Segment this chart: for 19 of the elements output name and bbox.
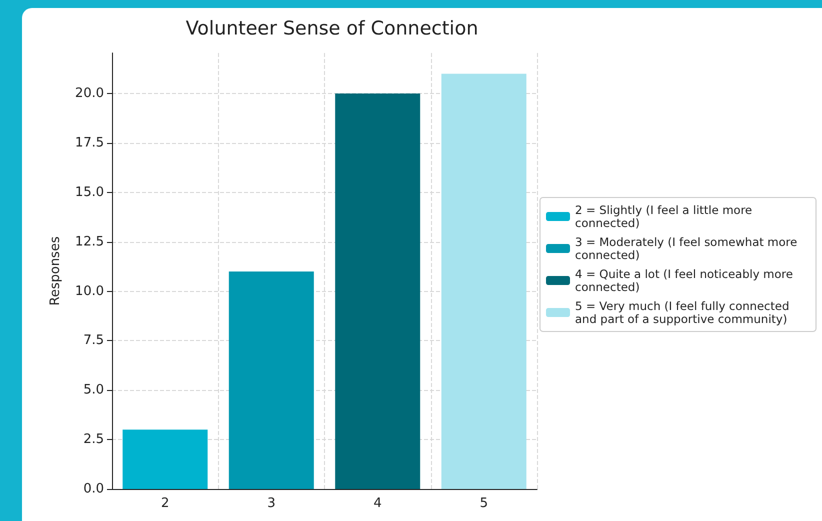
y-tick-label: 0.0 [83,482,104,496]
y-tick-label: 10.0 [75,284,104,299]
legend-label: 3 = Moderately (I feel somewhat more connected) [575,235,801,262]
y-tick-label: 7.5 [83,333,104,348]
x-tick-label: 5 [480,496,488,511]
legend-label: 2 = Slightly (I feel a little more connected) [575,203,756,230]
x-tick-label: 3 [267,496,276,511]
legend-label: 5 = Very much (I feel fully connected and part of a supportive community) [575,299,793,326]
y-tick-label: 17.5 [75,135,104,150]
legend-label: 4 = Quite a lot (I feel noticeably more connected) [575,267,797,294]
x-tick-label: 4 [373,496,382,511]
y-tick-label: 5.0 [83,382,104,398]
chart-title: Volunteer Sense of Connection [186,18,478,40]
y-tick-label: 20.0 [75,86,104,102]
y-tick-label: 2.5 [83,432,104,448]
y-tick-label: 12.5 [75,234,104,250]
y-tick-label: 15.0 [75,184,104,200]
y-axis-title: Responses [48,236,63,306]
x-tick-label: 2 [160,496,170,511]
